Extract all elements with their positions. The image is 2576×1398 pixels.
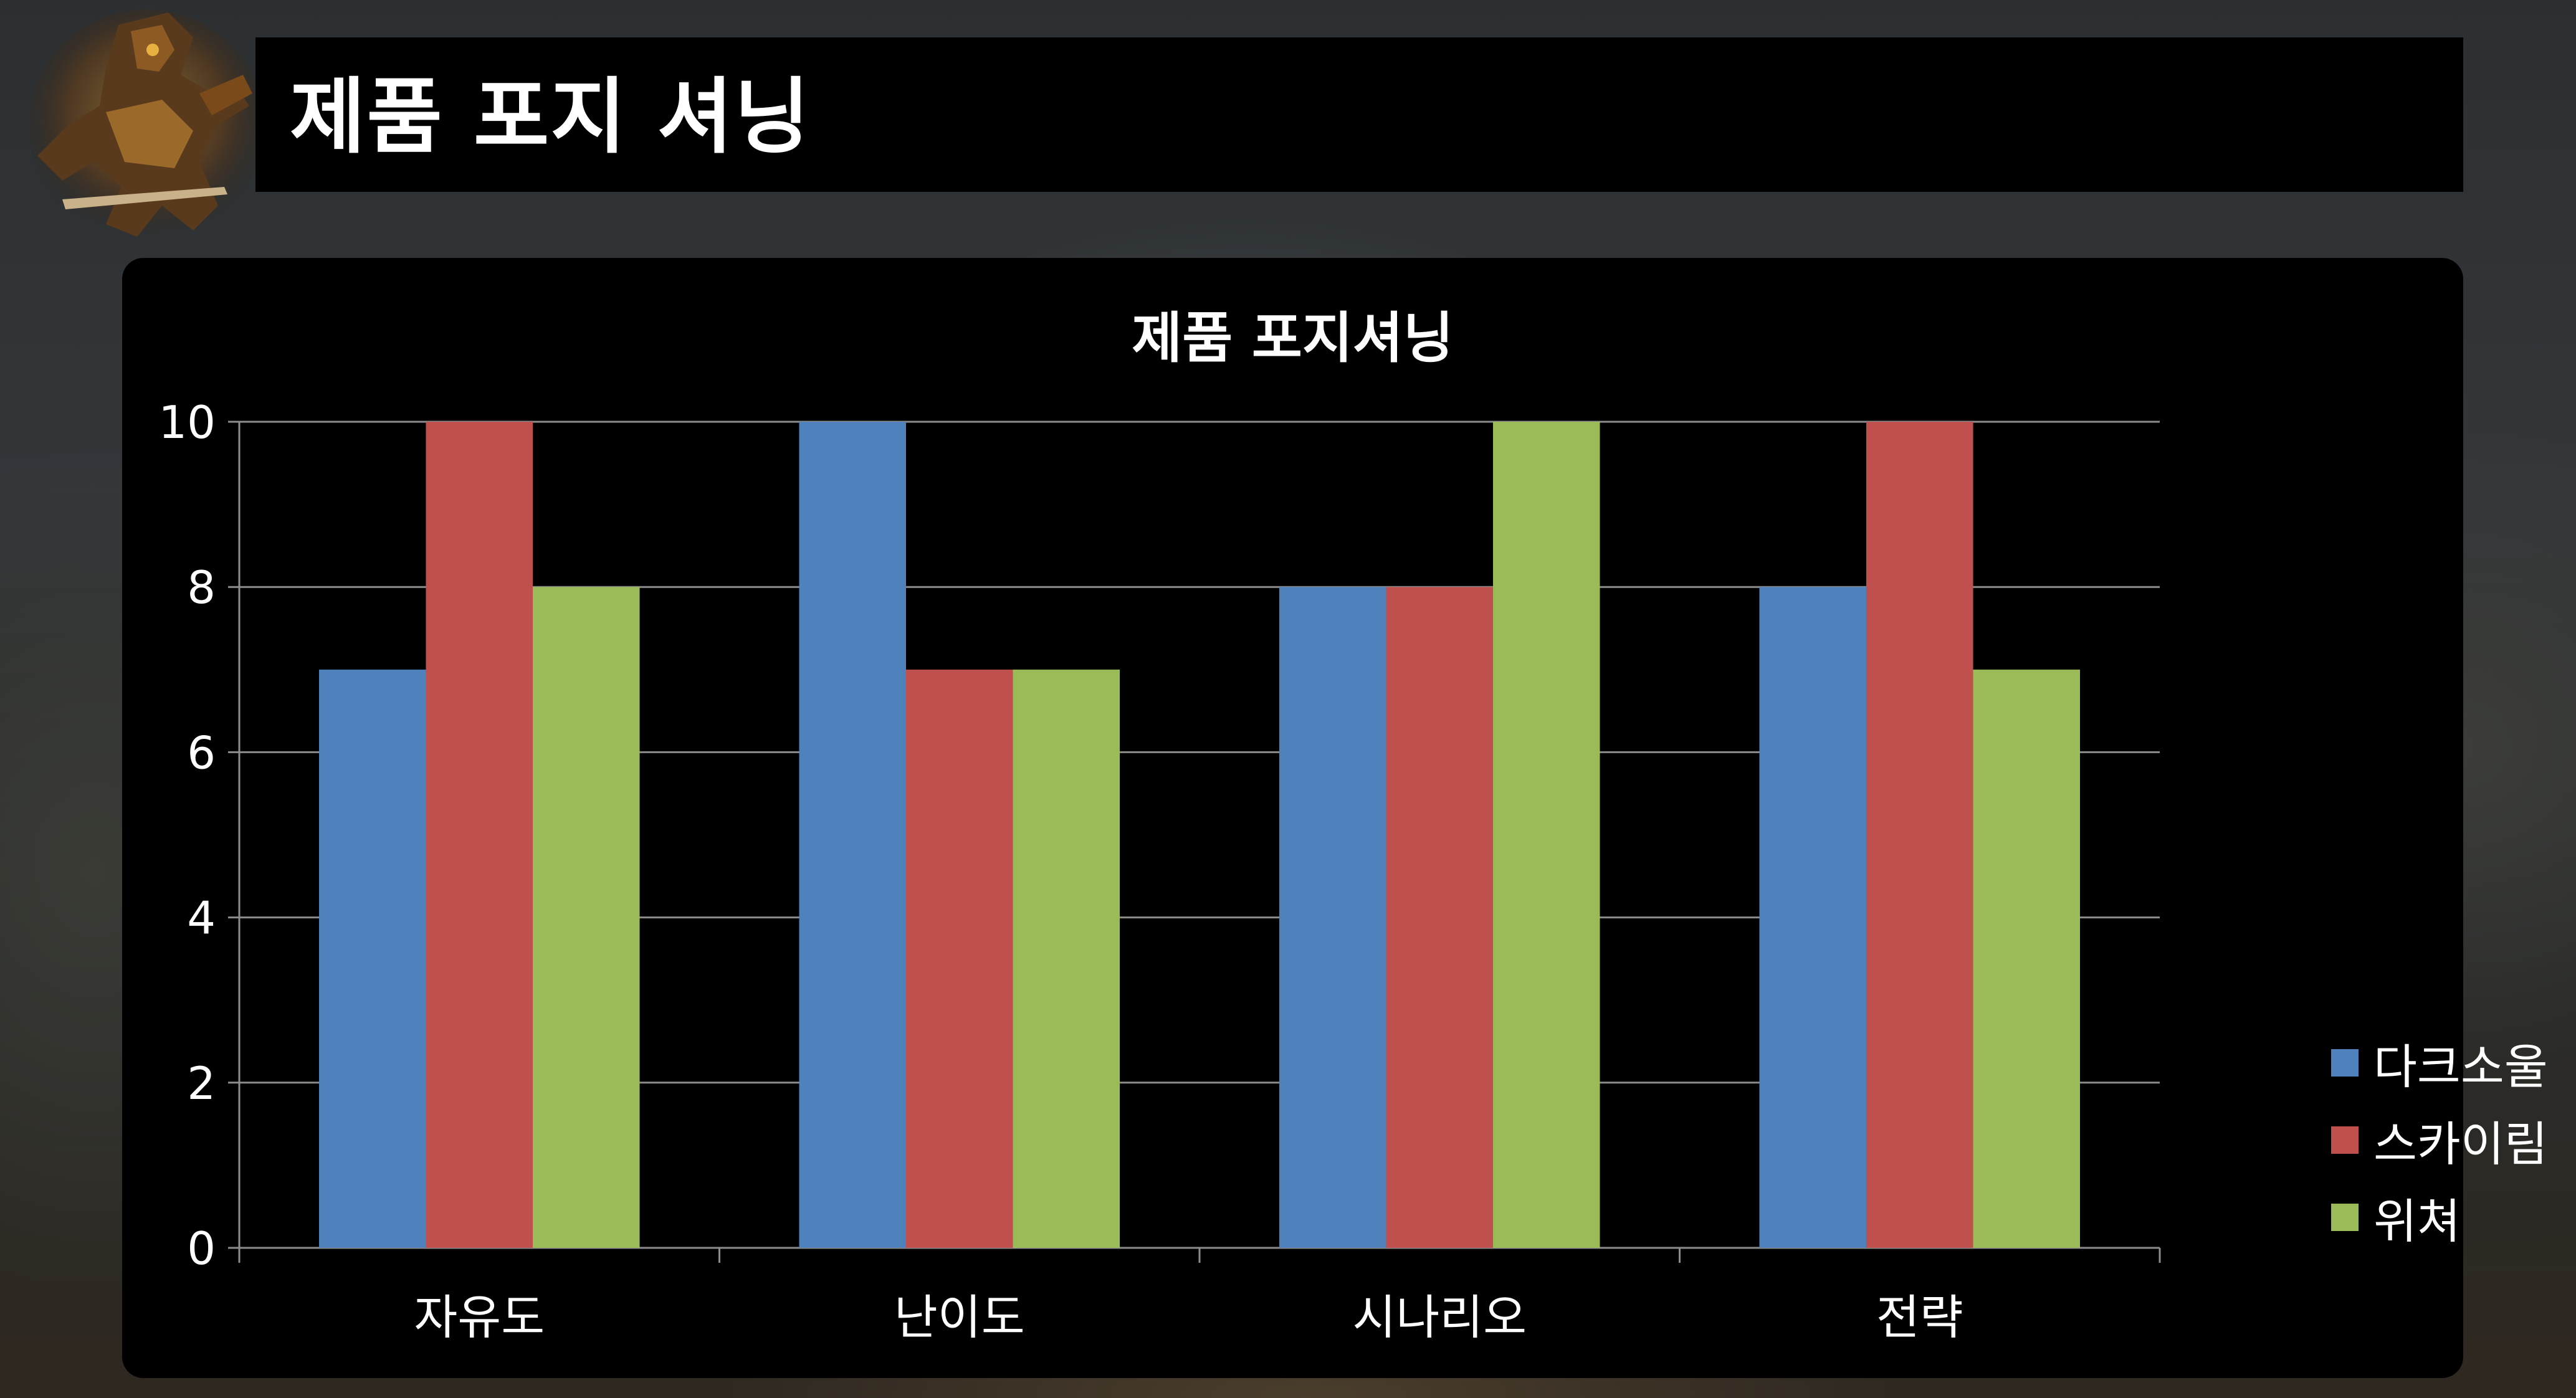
y-tick-label: 0: [187, 1222, 216, 1275]
x-category-label: 전략: [1876, 1290, 1963, 1345]
chart-title: 제품 포지셔닝: [1132, 306, 1454, 370]
bar-2-4: [1866, 422, 1973, 1248]
bar-3-2: [1013, 669, 1120, 1248]
warrior-character-image: [28, 9, 265, 240]
y-tick-label: 4: [187, 892, 216, 944]
bar-1-4: [1759, 587, 1866, 1248]
legend-swatch: [2331, 1126, 2359, 1154]
legend-item: 스카이림: [2331, 1101, 2548, 1179]
legend-swatch: [2331, 1204, 2359, 1231]
legend-swatch: [2331, 1049, 2359, 1077]
y-tick-label: 2: [187, 1057, 216, 1110]
bar-3-1: [533, 587, 640, 1248]
bar-chart: 0 2 4 6 8 10 자유도 난이도 시나리오 전략: [158, 396, 2161, 1345]
bar-3-3: [1493, 422, 1600, 1248]
y-tick-label: 10: [158, 396, 216, 449]
page-title: 제품 포지 셔닝: [290, 69, 811, 165]
legend-item: 위쳐: [2331, 1179, 2548, 1256]
x-category-label: 시나리오: [1352, 1290, 1527, 1345]
legend-item: 다크소울: [2331, 1024, 2548, 1101]
x-category-label: 자유도: [414, 1290, 545, 1345]
title-bar: [255, 37, 2463, 192]
bar-1-3: [1279, 587, 1386, 1248]
legend-label: 다크소울: [2373, 1039, 2548, 1095]
bar-1-2: [799, 422, 906, 1248]
bar-2-2: [905, 669, 1013, 1248]
x-category-label: 난이도: [894, 1290, 1025, 1345]
y-tick-label: 6: [187, 726, 216, 779]
legend-label: 위쳐: [2373, 1194, 2461, 1249]
legend-label: 스카이림: [2373, 1116, 2548, 1172]
bar-3-4: [1973, 669, 2081, 1248]
bar-1-1: [318, 669, 426, 1248]
bar-2-3: [1386, 587, 1494, 1248]
bar-2-1: [426, 422, 533, 1248]
y-tick-label: 8: [187, 561, 216, 614]
